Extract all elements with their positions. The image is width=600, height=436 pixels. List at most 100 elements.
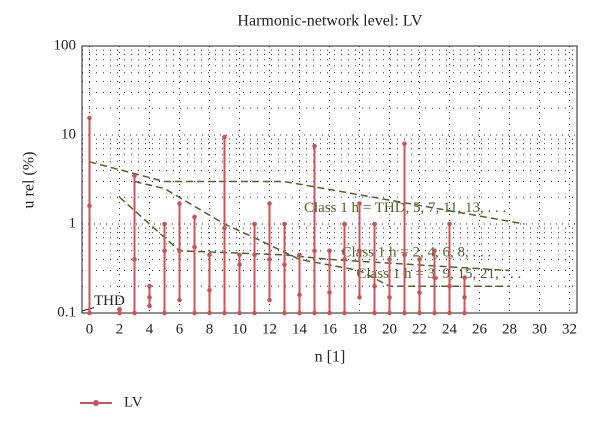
range-point bbox=[87, 310, 92, 316]
limit-curve bbox=[134, 180, 510, 287]
range-point bbox=[237, 310, 242, 316]
y-axis-label: u rel (%) bbox=[21, 152, 38, 209]
range-point bbox=[447, 283, 452, 289]
range-point bbox=[372, 283, 377, 289]
range-point bbox=[432, 310, 437, 316]
range-point bbox=[432, 248, 437, 254]
range-point bbox=[387, 310, 392, 316]
x-tick-label: 26 bbox=[472, 321, 488, 337]
range-point bbox=[297, 292, 302, 298]
range-point bbox=[177, 248, 182, 254]
range-point bbox=[447, 310, 452, 316]
range-point bbox=[252, 252, 257, 258]
range-point bbox=[192, 310, 197, 316]
range-point bbox=[342, 310, 347, 316]
range-point bbox=[192, 214, 197, 220]
range-point bbox=[417, 310, 422, 316]
range-point bbox=[432, 275, 437, 280]
y-tick-label: 100 bbox=[54, 37, 77, 53]
x-tick-label: 20 bbox=[382, 321, 397, 337]
range-point bbox=[267, 297, 272, 303]
range-point bbox=[222, 310, 227, 316]
range-point bbox=[267, 201, 272, 206]
y-tick-label: 10 bbox=[61, 126, 76, 142]
range-point bbox=[162, 310, 167, 316]
x-tick-label: 14 bbox=[292, 321, 308, 337]
x-tick-label: 10 bbox=[232, 321, 247, 337]
range-point bbox=[177, 201, 182, 206]
range-point bbox=[357, 248, 362, 254]
range-point bbox=[117, 307, 122, 312]
range-point bbox=[267, 257, 272, 262]
x-tick-label: 30 bbox=[532, 321, 547, 337]
range-point bbox=[207, 252, 212, 258]
range-point bbox=[462, 295, 467, 300]
x-tick-label: 22 bbox=[412, 321, 427, 337]
x-tick-label: 18 bbox=[352, 321, 367, 337]
range-point bbox=[387, 257, 392, 262]
range-point bbox=[132, 173, 137, 178]
range-point bbox=[282, 221, 287, 227]
y-tick-label: 0.1 bbox=[57, 304, 76, 320]
range-point bbox=[387, 295, 392, 300]
range-point bbox=[462, 275, 467, 280]
range-point bbox=[147, 295, 152, 300]
range-point bbox=[297, 252, 302, 258]
x-tick-label: 32 bbox=[562, 321, 577, 337]
range-point bbox=[402, 252, 407, 258]
x-tick-label: 24 bbox=[442, 321, 458, 337]
range-point bbox=[297, 310, 302, 316]
thd-stroke bbox=[81, 307, 95, 312]
range-point bbox=[327, 310, 332, 316]
range-point bbox=[192, 244, 197, 250]
y-tick-label: 1 bbox=[69, 215, 77, 231]
x-tick-label: 6 bbox=[176, 321, 184, 337]
range-point bbox=[222, 134, 227, 140]
range-point bbox=[222, 225, 227, 231]
range-point bbox=[417, 257, 422, 262]
x-tick-label: 0 bbox=[86, 321, 94, 337]
range-point bbox=[252, 310, 257, 316]
range-point bbox=[147, 283, 152, 289]
limit-label: Class 1 h = 2, 4, 6, 8, . . . bbox=[342, 245, 492, 261]
x-tick-label: 4 bbox=[146, 321, 154, 337]
range-point bbox=[357, 295, 362, 300]
legend-label: LV bbox=[124, 394, 143, 410]
range-point bbox=[207, 310, 212, 316]
x-tick-label: 8 bbox=[206, 321, 214, 337]
x-axis-label: n [1] bbox=[315, 349, 346, 366]
x-tick-label: 2 bbox=[116, 321, 124, 337]
range-point bbox=[372, 310, 377, 316]
range-point bbox=[252, 221, 257, 227]
range-point bbox=[132, 310, 137, 316]
x-tick-label: 12 bbox=[262, 321, 277, 337]
range-point bbox=[462, 310, 467, 316]
range-point bbox=[312, 248, 317, 254]
range-point bbox=[87, 115, 92, 121]
range-point bbox=[162, 248, 167, 254]
range-point bbox=[132, 257, 137, 262]
limit-label: Class 1 h = 3, 9, 15, 21, . . . bbox=[357, 266, 522, 282]
range-point bbox=[282, 310, 287, 316]
range-point bbox=[177, 297, 182, 303]
x-tick-label: 16 bbox=[322, 321, 338, 337]
range-point bbox=[237, 262, 242, 267]
range-point bbox=[312, 143, 317, 149]
range-point bbox=[237, 252, 242, 258]
range-point bbox=[342, 257, 347, 262]
range-point bbox=[147, 303, 152, 309]
range-point bbox=[87, 203, 92, 209]
annotation: THD bbox=[94, 293, 125, 309]
range-point bbox=[162, 221, 167, 227]
range-point bbox=[282, 262, 287, 267]
x-tick-label: 28 bbox=[502, 321, 517, 337]
range-point bbox=[402, 141, 407, 146]
range-point bbox=[327, 290, 332, 295]
range-point bbox=[357, 201, 362, 206]
range-point bbox=[402, 310, 407, 316]
chart-title: Harmonic-network level: LV bbox=[237, 13, 423, 30]
range-point bbox=[207, 287, 212, 293]
range-point bbox=[417, 290, 422, 295]
range-point bbox=[117, 310, 122, 316]
